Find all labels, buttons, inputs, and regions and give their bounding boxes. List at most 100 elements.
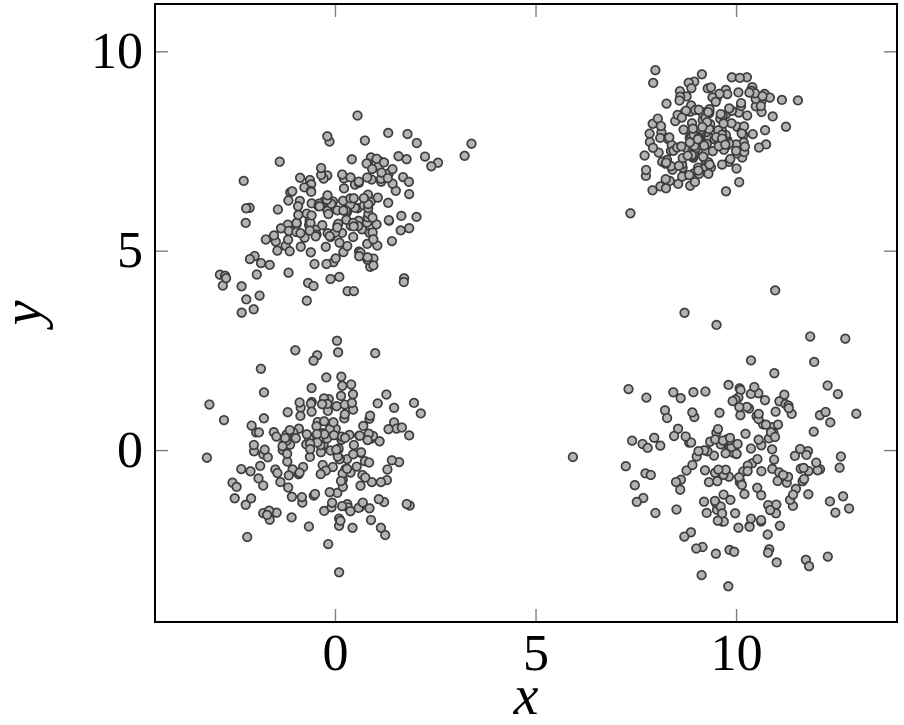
data-point: [331, 335, 343, 346]
data-point: [647, 142, 659, 153]
data-point: [382, 172, 393, 184]
data-point: [745, 513, 757, 524]
data-point: [676, 112, 687, 123]
cluster-upper-right: [625, 65, 804, 219]
data-point: [383, 215, 394, 226]
data-point: [319, 416, 330, 427]
data-point: [687, 407, 698, 418]
data-point: [376, 167, 387, 178]
data-point: [292, 201, 304, 212]
data-point: [306, 382, 317, 394]
data-point: [739, 488, 750, 500]
data-point: [733, 522, 744, 533]
data-point: [772, 419, 784, 430]
data-point: [798, 473, 810, 485]
data-point: [258, 387, 270, 398]
data-point: [357, 497, 368, 508]
data-point: [280, 432, 291, 444]
data-point: [204, 399, 215, 410]
data-point: [698, 496, 710, 507]
data-point: [272, 204, 284, 215]
data-point: [641, 392, 652, 403]
data-point: [275, 476, 286, 488]
data-point: [275, 223, 287, 234]
data-point: [322, 131, 333, 142]
data-point: [735, 410, 746, 421]
data-point: [253, 473, 264, 484]
data-point: [301, 429, 312, 440]
y-tick-label: 10: [91, 22, 143, 80]
data-point: [334, 271, 345, 283]
data-point: [675, 484, 686, 495]
data-point: [339, 432, 351, 444]
data-point: [323, 538, 334, 550]
y-tick-label: 0: [117, 421, 143, 479]
data-point: [835, 451, 847, 462]
data-point: [258, 413, 270, 424]
data-point: [713, 464, 724, 475]
data-point: [824, 496, 836, 507]
data-point: [245, 493, 257, 504]
data-point: [731, 448, 742, 459]
data-point: [730, 508, 741, 519]
data-point: [286, 512, 297, 523]
data-point: [650, 507, 661, 519]
data-point: [834, 462, 845, 473]
data-point: [725, 153, 736, 165]
data-point: [388, 402, 400, 413]
data-point: [770, 406, 781, 417]
data-point: [259, 444, 270, 455]
data-point: [386, 235, 398, 247]
data-point: [736, 128, 747, 139]
data-point: [348, 439, 360, 451]
data-point: [679, 307, 690, 318]
data-point: [712, 515, 723, 526]
data-point: [792, 95, 804, 106]
data-point: [727, 395, 738, 407]
data-point: [347, 522, 358, 533]
data-point: [374, 436, 385, 447]
data-point: [787, 489, 799, 500]
data-point: [639, 150, 650, 161]
data-point: [383, 197, 394, 208]
data-point: [402, 128, 413, 140]
data-point: [720, 139, 731, 150]
data-point: [673, 160, 685, 171]
data-point: [290, 345, 301, 356]
data-point: [375, 522, 387, 533]
data-point: [825, 417, 836, 428]
data-point: [335, 390, 347, 402]
data-point: [315, 162, 327, 174]
data-point: [703, 168, 714, 179]
data-point: [724, 432, 736, 444]
data-point: [345, 506, 356, 517]
data-point: [282, 407, 293, 418]
data-point: [353, 176, 364, 187]
data-point: [320, 241, 331, 252]
data-point: [325, 273, 336, 285]
data-point: [335, 475, 347, 487]
data-point: [348, 285, 360, 297]
data-point: [623, 383, 634, 395]
data-point: [290, 433, 301, 444]
data-point: [710, 548, 722, 559]
data-point: [324, 230, 335, 242]
data-point: [762, 547, 774, 558]
data-point: [218, 414, 230, 426]
data-point: [649, 432, 660, 443]
data-point: [284, 246, 295, 257]
data-point: [283, 482, 294, 493]
data-point: [372, 192, 383, 203]
data-point: [309, 258, 320, 270]
data-point: [661, 157, 672, 168]
data-point: [767, 111, 778, 122]
data-point: [664, 132, 675, 143]
data-point: [688, 387, 699, 398]
data-point: [341, 463, 353, 474]
data-point: [684, 137, 695, 148]
data-point: [777, 469, 789, 481]
data-point: [687, 123, 699, 134]
cluster-lower-right: [567, 285, 862, 592]
data-point: [296, 491, 308, 503]
data-point: [404, 430, 415, 441]
